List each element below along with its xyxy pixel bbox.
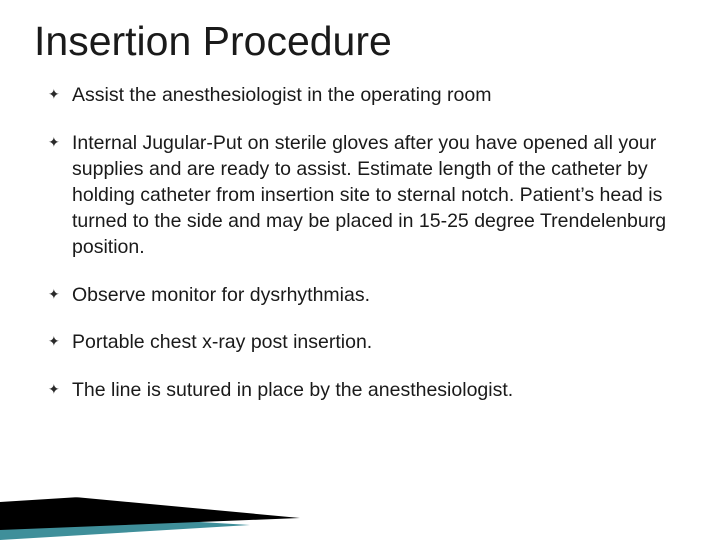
list-item: Observe monitor for dysrhythmias. [48,283,680,309]
list-item: Assist the anesthesiologist in the opera… [48,83,680,109]
slide: Insertion Procedure Assist the anesthesi… [0,0,720,540]
list-item: Portable chest x-ray post insertion. [48,330,680,356]
corner-decoration [0,480,340,540]
bullet-list: Assist the anesthesiologist in the opera… [34,83,680,404]
slide-title: Insertion Procedure [34,18,680,65]
list-item: Internal Jugular-Put on sterile gloves a… [48,131,680,261]
list-item: The line is sutured in place by the anes… [48,378,680,404]
